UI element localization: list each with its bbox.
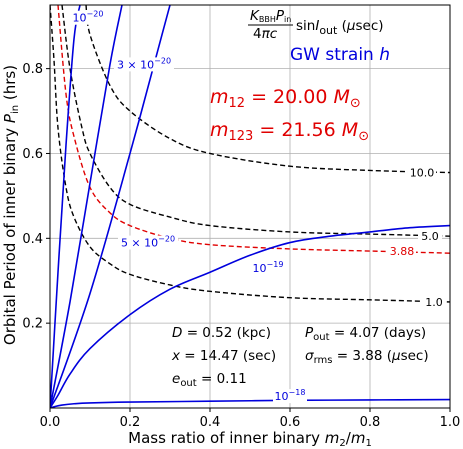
x-tick-label: 0.2 xyxy=(120,415,141,430)
strain-contour-1e-18 xyxy=(50,398,450,408)
y-tick-label: 0.8 xyxy=(22,62,43,77)
strain-label-1e-20-bg xyxy=(70,10,106,25)
strain-label-3e-20-bg xyxy=(114,57,174,72)
contour-label-5: 5.0 xyxy=(421,230,439,243)
strain-label-1e-19-bg xyxy=(251,261,285,276)
contour-label-3-88-bg xyxy=(388,244,416,259)
contour-label-1-bg xyxy=(422,294,446,309)
legend: KBBHPin 4πc sinIout (μsec) GW strain h xyxy=(248,8,390,65)
timing-contour-10-0 xyxy=(85,5,450,174)
mass-label-m123: m123 = 21.56 M⊙ xyxy=(210,119,369,144)
param-eout: eout = 0.11 xyxy=(172,371,247,389)
mass-label-m12: m12 = 20.00 M⊙ xyxy=(210,86,361,111)
y-tick-label: 0.6 xyxy=(22,147,43,162)
mass-labels: m12 = 20.00 M⊙ m123 = 21.56 M⊙ xyxy=(210,86,369,144)
legend-blue-title: GW strain h xyxy=(290,45,390,65)
contour-label-5-bg xyxy=(418,229,442,244)
strain-contour-1e-20 xyxy=(50,5,81,408)
param-pout: Pout = 4.07 (days) xyxy=(305,325,426,343)
strain-contour-1e-19 xyxy=(50,224,450,408)
plot-frame xyxy=(49,4,451,409)
timing-contour-5-0 xyxy=(61,5,450,237)
x-tick-label: 0.4 xyxy=(200,415,221,430)
timing-contour-3-88 xyxy=(57,5,450,254)
y-tick-label: 0.4 xyxy=(22,232,43,247)
x-tick-label: 1.0 xyxy=(440,415,461,430)
contour-label-3-88: 3.88 xyxy=(390,245,415,258)
tick-marks: 0.0 0.2 0.4 0.6 0.8 1.0 0.2 0.4 0.6 0.8 xyxy=(22,62,460,430)
strain-label-1e-18-bg xyxy=(273,389,307,404)
contour-label-10-bg xyxy=(408,165,436,180)
param-sigma: σrms = 3.88 (μsec) xyxy=(305,348,429,366)
contour-label-1: 1.0 xyxy=(425,296,443,309)
contour-labels: 10.05.03.881.010−203 × 10−205 × 10−2010−… xyxy=(70,10,446,404)
y-axis-label: Orbital Period of inner binary Pin (hrs) xyxy=(1,65,21,345)
strain-label-5e-20-bg xyxy=(118,235,178,250)
legend-black-den: 4πc xyxy=(253,26,278,42)
param-x: x = 14.47 (sec) xyxy=(171,348,276,364)
legend-black-rest: sinIout (μsec) xyxy=(296,18,384,37)
curves xyxy=(50,5,450,408)
y-tick-label: 0.2 xyxy=(22,317,43,332)
x-tick-label: 0.8 xyxy=(360,415,381,430)
strain-contour-5e-20 xyxy=(50,5,171,408)
x-axis-label: Mass ratio of inner binary m2/m1 xyxy=(128,429,372,449)
x-tick-label: 0.0 xyxy=(40,415,61,430)
param-distance: D = 0.52 (kpc) xyxy=(172,325,271,341)
strain-contour-3e-20 xyxy=(50,5,123,408)
legend-black-num: KBBHPin xyxy=(250,8,291,24)
x-tick-label: 0.6 xyxy=(280,415,301,430)
parameters: D = 0.52 (kpc) x = 14.47 (sec) eout = 0.… xyxy=(171,325,429,389)
timing-contour-1-0 xyxy=(50,5,450,303)
contour-label-10: 10.0 xyxy=(410,167,435,180)
